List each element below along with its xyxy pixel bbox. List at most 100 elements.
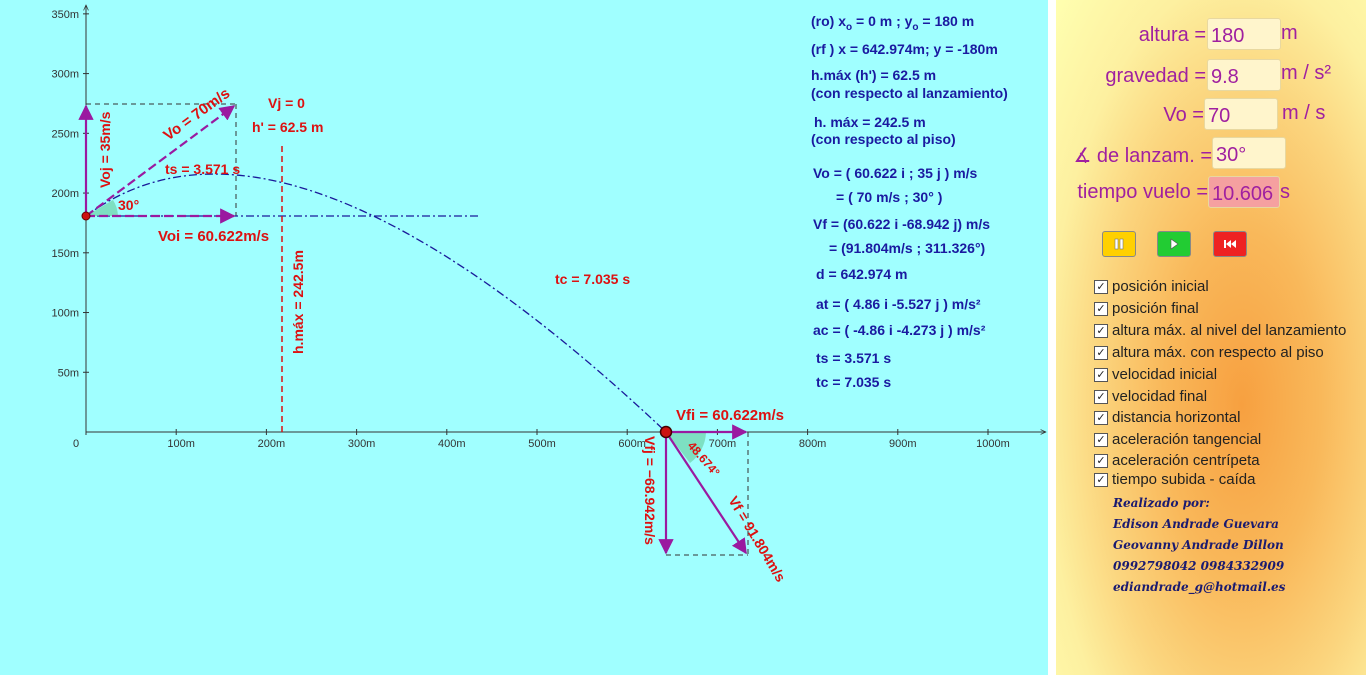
x-tick-label: 300m xyxy=(348,438,376,450)
altura-input[interactable]: 180 xyxy=(1207,18,1281,50)
checkbox-check-icon[interactable]: ✓ xyxy=(1094,323,1108,338)
checkbox-check-icon[interactable]: ✓ xyxy=(1094,345,1108,360)
checkbox-check-icon[interactable]: ✓ xyxy=(1094,279,1108,294)
tiempo-unit: s xyxy=(1280,181,1290,203)
final-angle-wedge xyxy=(666,432,706,463)
pause-icon xyxy=(1114,238,1124,250)
panel-divider[interactable] xyxy=(1048,0,1056,675)
launch-angle-wedge xyxy=(86,200,118,216)
vo-input[interactable]: 70 xyxy=(1204,98,1278,130)
initial-position-info: (ro) xo = 0 m ; yo = 180 m xyxy=(811,13,975,33)
vo-vector xyxy=(85,105,236,217)
checkbox-0[interactable]: ✓ posición inicial xyxy=(1094,278,1209,295)
altura-label: altura = xyxy=(1138,24,1206,46)
trajectory-curve xyxy=(85,173,667,433)
angulo-input[interactable]: 30° xyxy=(1212,137,1286,169)
graph-canvas[interactable]: 350m 300m 250m 200m 150m 100m 50m 0 100m 200m 300m… xyxy=(0,0,1048,675)
x-tick-label: 800m xyxy=(799,438,827,450)
gravedad-input[interactable]: 9.8 xyxy=(1207,59,1281,91)
checkbox-check-icon[interactable]: ✓ xyxy=(1094,301,1108,316)
x-tick-label: 500m xyxy=(528,438,556,450)
vf-label: Vf = 91.804m/s xyxy=(725,493,789,584)
checkbox-label: posición final xyxy=(1112,300,1199,317)
tiempo-label: tiempo vuelo = xyxy=(1077,181,1208,203)
gravedad-unit: m / s² xyxy=(1281,62,1331,84)
y-tick-label: 100m xyxy=(51,308,79,320)
play-button[interactable] xyxy=(1157,231,1191,257)
vo-polar-info: = ( 70 m/s ; 30° ) xyxy=(836,189,943,205)
distance-info: d = 642.974 m xyxy=(816,266,908,282)
initial-position-point[interactable] xyxy=(81,211,91,221)
rewind-icon xyxy=(1224,240,1236,248)
vfj-label: Vfj = −68.942m/s xyxy=(642,436,658,545)
checkbox-label: velocidad inicial xyxy=(1112,366,1218,383)
x-tick-label: 400m xyxy=(438,438,466,450)
y-tick-label: 50m xyxy=(58,367,79,379)
checkbox-label: distancia horizontal xyxy=(1112,409,1241,426)
voj-label: Voj = 35m/s xyxy=(97,111,113,188)
axis-ticks: 350m 300m 250m 200m 150m 100m 50m 0 100m 200m 300m… xyxy=(51,9,1009,450)
final-position-info: (rf ) x = 642.974m; y = -180m xyxy=(811,41,998,57)
checkbox-7[interactable]: ✓ aceleración tangencial xyxy=(1094,431,1261,448)
rise-time-info: ts = 3.571 s xyxy=(816,350,892,366)
y-tick-label: 150m xyxy=(51,248,79,260)
x-tick-label: 700m xyxy=(709,438,737,450)
checkbox-9[interactable]: ✓ tiempo subida - caída xyxy=(1094,471,1255,488)
credit-line: Geovanny Andrade Dillon xyxy=(1113,538,1284,552)
credit-line: 0992798042 0984332909 xyxy=(1113,559,1285,573)
tangential-accel-info: at = ( 4.86 i -5.527 j ) m/s² xyxy=(816,296,981,312)
play-icon xyxy=(1170,238,1179,250)
checkbox-6[interactable]: ✓ distancia horizontal xyxy=(1094,409,1240,426)
credit-line: Edison Andrade Guevara xyxy=(1113,517,1279,531)
vfi-label: Vfi = 60.622m/s xyxy=(676,407,784,424)
gravedad-label: gravedad = xyxy=(1105,65,1206,87)
checkbox-label: altura máx. con respecto al piso xyxy=(1112,344,1324,361)
checkbox-check-icon[interactable]: ✓ xyxy=(1094,410,1108,425)
checkbox-2[interactable]: ✓ altura máx. al nivel del lanzamiento xyxy=(1094,322,1346,339)
pause-button[interactable] xyxy=(1102,231,1136,257)
y-tick-label: 200m xyxy=(51,188,79,200)
tiempo-output: 10.606 xyxy=(1208,176,1280,208)
y-tick-label: 300m xyxy=(51,69,79,81)
x-tick-label: 200m xyxy=(258,438,286,450)
hmax-ground-info: h. máx = 242.5 m xyxy=(814,114,926,130)
credit-line: Realizado por: xyxy=(1113,496,1210,510)
ts-label: ts = 3.571 s xyxy=(165,161,240,177)
fall-time-info: tc = 7.035 s xyxy=(816,374,892,390)
checkbox-label: altura máx. al nivel del lanzamiento xyxy=(1112,322,1347,339)
x-tick-label: 1000m xyxy=(976,438,1010,450)
vf-vector xyxy=(665,431,747,555)
checkbox-8[interactable]: ✓ aceleración centrípeta xyxy=(1094,452,1260,469)
checkbox-3[interactable]: ✓ altura máx. con respecto al piso xyxy=(1094,344,1324,361)
checkbox-5[interactable]: ✓ velocidad final xyxy=(1094,388,1207,405)
x-tick-label: 0 xyxy=(73,438,79,450)
checkbox-4[interactable]: ✓ velocidad inicial xyxy=(1094,366,1217,383)
hprime-label: h' = 62.5 m xyxy=(252,119,323,135)
vo-info: Vo = ( 60.622 i ; 35 j ) m/s xyxy=(813,165,978,181)
y-tick-label: 250m xyxy=(51,128,79,140)
checkbox-label: aceleración tangencial xyxy=(1112,431,1262,448)
checkbox-check-icon[interactable]: ✓ xyxy=(1094,432,1108,447)
checkbox-check-icon[interactable]: ✓ xyxy=(1094,472,1108,487)
credit-line: ediandrade_g@hotmail.es xyxy=(1113,580,1286,594)
altura-unit: m xyxy=(1281,22,1298,44)
graphics-view[interactable]: 350m 300m 250m 200m 150m 100m 50m 0 100m 200m 300m… xyxy=(0,0,1048,675)
checkbox-check-icon[interactable]: ✓ xyxy=(1094,367,1108,382)
x-tick-label: 100m xyxy=(167,438,195,450)
velocity-box-guides xyxy=(86,103,749,556)
hmax-ground-note: (con respecto al piso) xyxy=(811,131,956,147)
checkbox-1[interactable]: ✓ posición final xyxy=(1094,300,1199,317)
checkbox-check-icon[interactable]: ✓ xyxy=(1094,453,1108,468)
final-position-point[interactable] xyxy=(659,425,673,439)
vf-info: Vf = (60.622 i -68.942 j) m/s xyxy=(813,216,991,232)
centripetal-accel-info: ac = ( -4.86 i -4.273 j ) m/s² xyxy=(813,322,986,338)
y-tick-label: 350m xyxy=(51,9,79,21)
hmax-launch-info: h.máx (h') = 62.5 m xyxy=(811,67,937,83)
checkbox-label: posición inicial xyxy=(1112,278,1209,295)
vf-polar-info: = (91.804m/s ; 311.326°) xyxy=(829,240,986,256)
checkbox-label: velocidad final xyxy=(1112,388,1208,405)
vo-unit: m / s xyxy=(1282,102,1326,124)
angulo-label: ∡ de lanzam. = xyxy=(1073,145,1212,167)
checkbox-check-icon[interactable]: ✓ xyxy=(1094,389,1108,404)
reset-button[interactable] xyxy=(1213,231,1247,257)
